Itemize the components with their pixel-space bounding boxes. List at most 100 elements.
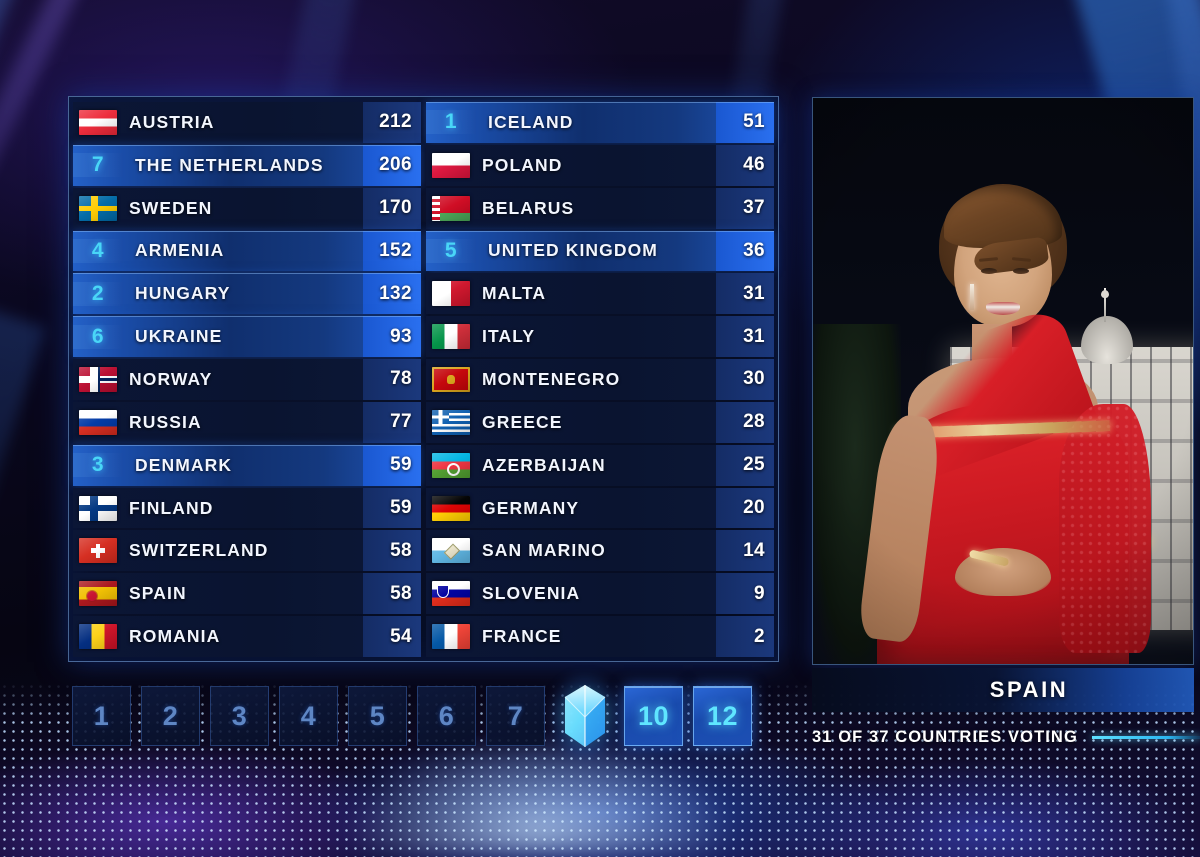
points-box-12[interactable]: 12: [693, 686, 752, 746]
scoreboard-row: SWITZERLAND 58: [73, 530, 421, 572]
scoreboard-row: POLAND 46: [426, 144, 774, 186]
scoreboard-row: GREECE 28: [426, 401, 774, 443]
flag-slovenia-icon: [432, 581, 470, 607]
flag-sweden-icon: [79, 195, 117, 221]
row-country-name: ROMANIA: [129, 626, 221, 647]
voting-country-label: SPAIN: [989, 677, 1069, 702]
row-country-name: SPAIN: [129, 583, 187, 604]
row-country-name: GREECE: [482, 411, 563, 432]
row-rank: 3: [73, 453, 123, 478]
scoreboard-row: MALTA 31: [426, 273, 774, 315]
row-country-name: ICELAND: [488, 111, 574, 132]
row-score: 20: [716, 487, 774, 529]
row-score: 58: [363, 530, 421, 572]
crystal-gem-shape: [564, 685, 605, 747]
points-box-10[interactable]: 10: [624, 686, 683, 746]
row-country-name: NORWAY: [129, 368, 213, 389]
row-country-name: AUSTRIA: [129, 111, 215, 132]
row-score: 31: [716, 316, 774, 358]
row-rank: 5: [426, 238, 476, 263]
row-country-name: UKRAINE: [135, 326, 223, 347]
flag-norway-icon: [79, 366, 117, 392]
scoreboard-column-right: 1 ICELAND 51 POLAND 46 BELARUS 37 5 UNITED KINGD…: [426, 102, 774, 657]
row-country-name: SAN MARINO: [482, 540, 606, 561]
row-country-name: UNITED KINGDOM: [488, 240, 658, 261]
voting-country-caption: SPAIN: [812, 668, 1194, 712]
row-country-name: MONTENEGRO: [482, 368, 621, 389]
voting-progress-status: 31 OF 37 COUNTRIES VOTING: [812, 721, 1200, 753]
scoreboard-panel: AUSTRIA 212 7 THE NETHERLANDS 206 SWEDEN 170 4 A…: [68, 96, 779, 662]
presenter-eye: [1012, 267, 1029, 274]
row-country-name: SWEDEN: [129, 197, 213, 218]
row-rank: 1: [426, 110, 476, 135]
row-score: 170: [363, 187, 421, 229]
points-box-4[interactable]: 4: [279, 686, 338, 746]
scoreboard-row: SWEDEN 170: [73, 187, 421, 229]
row-score: 36: [716, 230, 774, 272]
presenter-earring: [969, 283, 974, 310]
flag-greece-icon: [432, 409, 470, 435]
row-country-name: MALTA: [482, 283, 547, 304]
flag-spain-icon: [79, 581, 117, 607]
row-score: 9: [716, 573, 774, 615]
flag-finland-icon: [79, 495, 117, 521]
row-rank: 2: [73, 281, 123, 306]
flag-austria-icon: [79, 109, 117, 135]
scoreboard-row: SPAIN 58: [73, 573, 421, 615]
row-country-name: DENMARK: [135, 454, 233, 475]
row-country-name: FRANCE: [482, 626, 562, 647]
flag-poland-icon: [432, 152, 470, 178]
light-beam: [0, 300, 46, 728]
flag-russia-icon: [79, 409, 117, 435]
dress-lace-sleeve: [1059, 403, 1151, 653]
row-score: 28: [716, 401, 774, 443]
points-box-7[interactable]: 7: [486, 686, 545, 746]
presenter-eye: [980, 267, 997, 274]
scoreboard-row: AZERBAIJAN 25: [426, 444, 774, 486]
row-score: 31: [716, 273, 774, 315]
row-score: 25: [716, 444, 774, 486]
voting-progress-line: [1091, 735, 1200, 739]
row-country-name: AZERBAIJAN: [482, 454, 606, 475]
scoreboard-row: AUSTRIA 212: [73, 102, 421, 143]
flag-azerbaijan-icon: [432, 452, 470, 478]
row-score: 37: [716, 187, 774, 229]
scoreboard-row: 4 ARMENIA 152: [73, 230, 421, 272]
flag-montenegro-icon: [432, 366, 470, 392]
points-box-5[interactable]: 5: [348, 686, 407, 746]
row-country-name: THE NETHERLANDS: [135, 154, 324, 175]
row-country-name: HUNGARY: [135, 283, 231, 304]
scoreboard-column-left: AUSTRIA 212 7 THE NETHERLANDS 206 SWEDEN 170 4 A…: [73, 102, 421, 657]
points-box-3[interactable]: 3: [210, 686, 269, 746]
row-score: 54: [363, 616, 421, 657]
flag-france-icon: [432, 624, 470, 650]
scoreboard-row: 7 THE NETHERLANDS 206: [73, 144, 421, 186]
flag-malta-icon: [432, 281, 470, 307]
scoreboard-row: 1 ICELAND 51: [426, 102, 774, 143]
points-box-1[interactable]: 1: [72, 686, 131, 746]
row-country-name: SWITZERLAND: [129, 540, 269, 561]
row-score: 206: [363, 144, 421, 186]
row-score: 58: [363, 573, 421, 615]
scoreboard-row: BELARUS 37: [426, 187, 774, 229]
presenter-figure: [813, 98, 1193, 664]
crystal-gem-icon[interactable]: [547, 673, 622, 759]
row-score: 59: [363, 487, 421, 529]
row-score: 212: [363, 102, 421, 143]
row-rank: 4: [73, 238, 123, 263]
flag-italy-icon: [432, 324, 470, 350]
points-box-6[interactable]: 6: [417, 686, 476, 746]
flag-romania-icon: [79, 624, 117, 650]
row-rank: 6: [73, 324, 123, 349]
scoreboard-row: SLOVENIA 9: [426, 573, 774, 615]
flag-switzerland-icon: [79, 538, 117, 564]
row-country-name: ITALY: [482, 326, 536, 347]
flag-sanmarino-icon: [432, 538, 470, 564]
row-country-name: RUSSIA: [129, 411, 202, 432]
scoreboard-row: FRANCE 2: [426, 616, 774, 657]
scoreboard-row: GERMANY 20: [426, 487, 774, 529]
row-country-name: GERMANY: [482, 497, 580, 518]
row-score: 2: [716, 616, 774, 657]
scoreboard-row: 3 DENMARK 59: [73, 444, 421, 486]
points-box-2[interactable]: 2: [141, 686, 200, 746]
